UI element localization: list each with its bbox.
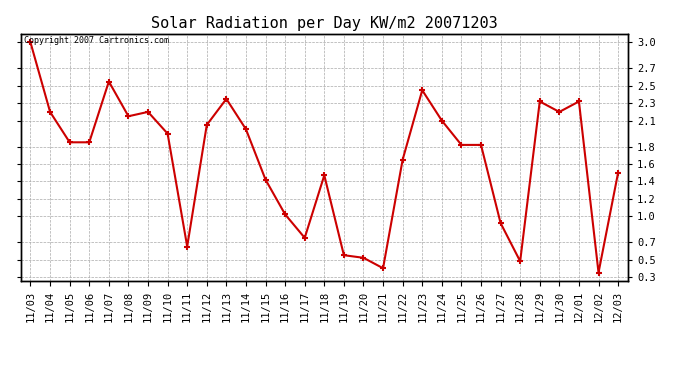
Title: Solar Radiation per Day KW/m2 20071203: Solar Radiation per Day KW/m2 20071203 bbox=[151, 16, 497, 31]
Text: Copyright 2007 Cartronics.com: Copyright 2007 Cartronics.com bbox=[23, 36, 169, 45]
